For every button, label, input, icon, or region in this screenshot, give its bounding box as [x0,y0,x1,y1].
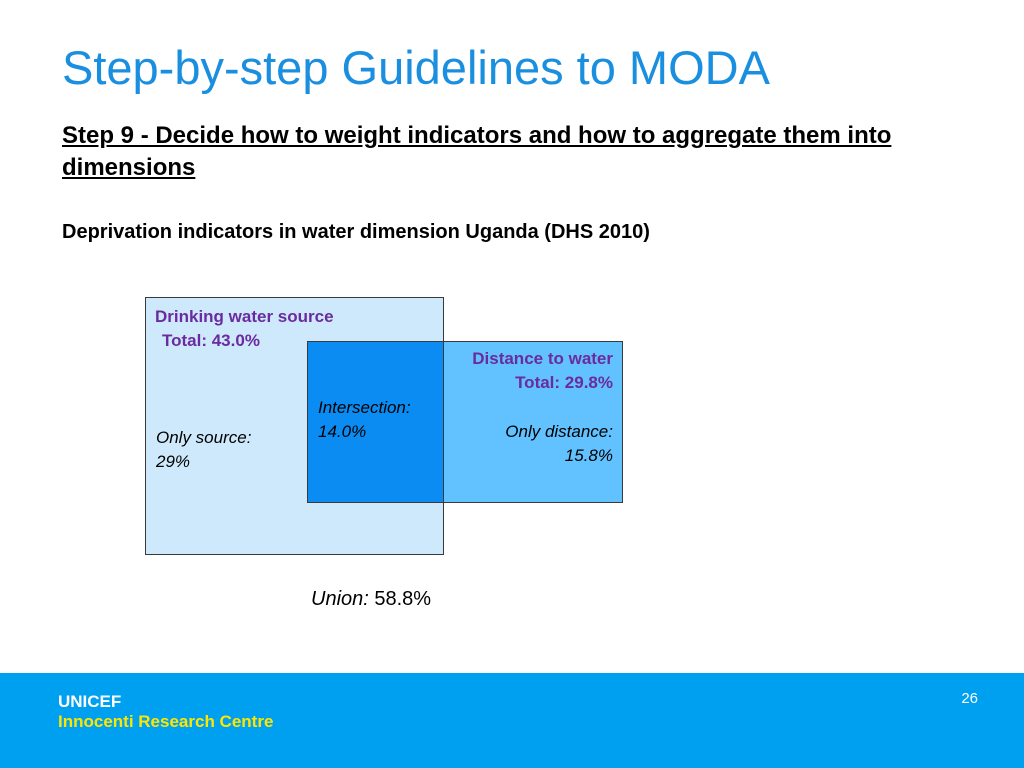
distance-only-label: Only distance: [505,422,613,441]
source-total: Total: 43.0% [162,331,260,350]
diagram-subheading: Deprivation indicators in water dimensio… [62,221,650,243]
page-number: 26 [961,690,978,707]
source-only-value: 29% [156,452,191,471]
union-summary: Union: 58.8% [311,588,431,611]
intersection-label: Intersection: [318,398,411,417]
distance-only-value: 15.8% [564,446,613,465]
union-value: 58.8% [374,588,432,610]
union-label: Union: [311,588,369,610]
intersection-value: 14.0% [318,422,367,441]
intersection-box [307,341,444,503]
distance-title: Distance to water [472,349,613,368]
step-heading: Step 9 - Decide how to weight indicators… [62,122,892,181]
distance-total: Total: 29.8% [515,373,613,392]
source-only-label: Only source: [156,428,252,447]
footer-org: UNICEF [58,692,122,711]
slide-title: Step-by-step Guidelines to MODA [62,41,770,94]
footer-centre: Innocenti Research Centre [58,712,274,731]
source-title: Drinking water source [155,307,334,326]
footer-bar: UNICEF Innocenti Research Centre 26 [0,673,1024,768]
